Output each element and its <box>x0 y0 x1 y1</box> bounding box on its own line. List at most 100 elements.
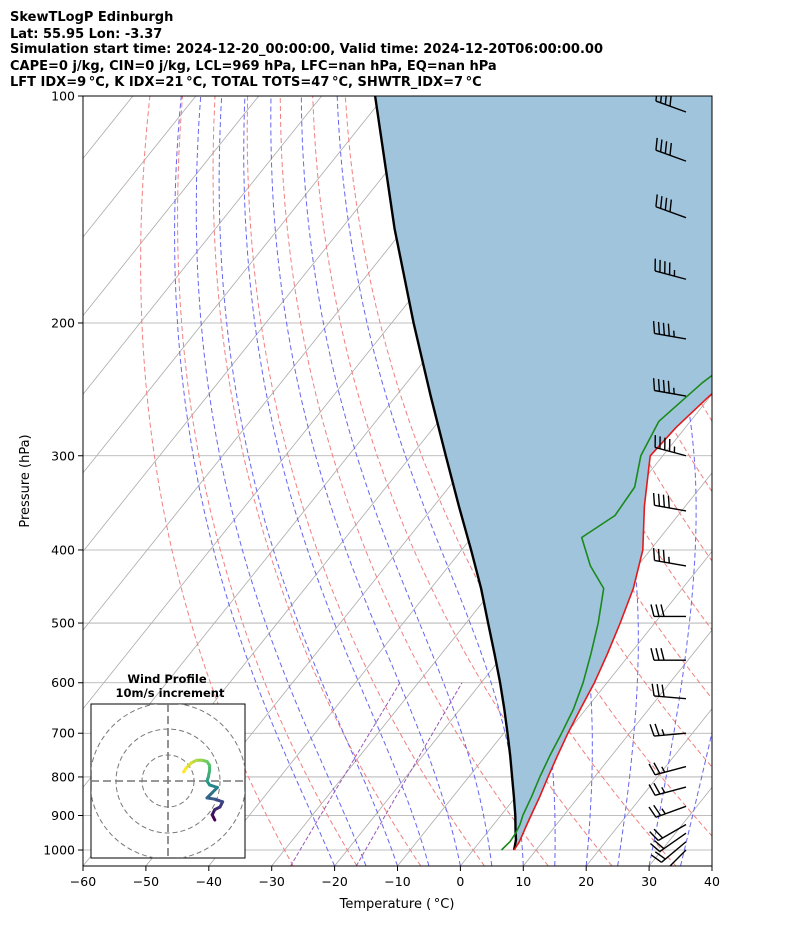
wind-barb <box>652 547 687 567</box>
mixing-ratio-line <box>355 682 463 866</box>
y-tick-label: 500 <box>51 616 75 631</box>
inset-title: Wind Profile <box>127 672 207 686</box>
x-tick: −60 <box>70 866 96 889</box>
dry-adiabat <box>702 96 712 120</box>
dry-adiabat <box>409 96 712 768</box>
x-tick: 0 <box>456 866 464 889</box>
wind-barb <box>651 841 687 863</box>
x-tick-label: −60 <box>70 874 96 889</box>
x-tick: −20 <box>321 866 348 889</box>
x-tick: 30 <box>641 866 657 889</box>
moist-adiabat <box>270 96 461 866</box>
isotherm <box>83 96 260 317</box>
moist-adiabat <box>336 96 524 866</box>
x-axis-ticks: −60 −50 −40 −30 −20 −10 0 10 20 30 40 <box>70 866 720 889</box>
cape-cin-area <box>375 96 712 850</box>
wind-barb <box>649 723 687 737</box>
x-tick: −50 <box>133 866 159 889</box>
x-axis-label: Temperature ( °C) <box>339 897 455 912</box>
y-tick-label: 800 <box>51 769 75 784</box>
x-tick: 40 <box>704 866 720 889</box>
dry-adiabat <box>279 96 549 866</box>
wind-barb <box>651 683 687 700</box>
hodograph <box>91 704 245 858</box>
isotherm <box>83 96 385 474</box>
wind-barb <box>654 435 687 457</box>
wind-barb <box>649 823 687 842</box>
header-title: SkewTLogP Edinburgh <box>10 10 173 25</box>
y-tick: 400 <box>51 542 83 557</box>
x-tick: −10 <box>384 866 411 889</box>
x-tick-label: −10 <box>384 874 410 889</box>
wind-barb <box>649 832 687 853</box>
x-tick-label: −40 <box>196 874 222 889</box>
x-tick-label: −20 <box>321 874 347 889</box>
y-tick-label: 200 <box>51 315 75 330</box>
y-tick: 500 <box>51 616 83 631</box>
mixing-ratio-lines <box>290 682 463 866</box>
y-tick-label: 100 <box>51 89 75 104</box>
y-axis-ticks: 1000 900 800 700 600 500 400 300 200 100 <box>43 89 83 858</box>
isotherm <box>585 708 712 866</box>
moist-adiabat <box>300 96 493 866</box>
dewpoint-line <box>500 374 712 851</box>
dry-adiabat <box>246 96 485 866</box>
x-tick-label: −30 <box>259 874 285 889</box>
x-tick-label: 40 <box>704 874 720 889</box>
dry-adiabat <box>344 96 677 866</box>
header-cape: CAPE=0 j/kg, CIN=0 j/kg, LCL=969 hPa, LF… <box>10 59 497 74</box>
x-tick: −30 <box>259 866 285 889</box>
hodograph-segment <box>182 766 188 774</box>
temperature-line <box>513 392 712 851</box>
profile-series <box>373 96 712 851</box>
y-tick: 700 <box>51 726 83 741</box>
y-tick-label: 300 <box>51 448 75 463</box>
chart-header: SkewTLogP Edinburgh Lat: 55.95 Lon: -3.3… <box>10 10 603 90</box>
wind-barbs <box>648 96 687 866</box>
wind-barb <box>650 647 686 661</box>
wind-barb <box>648 804 687 818</box>
wind-barb <box>652 378 687 397</box>
y-tick: 200 <box>51 315 83 330</box>
isotherm <box>522 629 712 866</box>
dry-adiabat <box>769 96 794 866</box>
moist-adiabat <box>174 96 336 866</box>
x-tick-label: 30 <box>641 874 657 889</box>
isotherm <box>83 96 322 395</box>
dry-adiabat <box>212 96 422 866</box>
isotherm <box>83 96 197 238</box>
moist-adiabat <box>711 863 712 866</box>
wind-barb <box>652 492 687 512</box>
y-tick: 300 <box>51 448 83 463</box>
dry-adiabat <box>736 96 794 866</box>
dry-adiabat <box>140 96 294 866</box>
wind-barb <box>654 258 687 280</box>
x-tick-label: 0 <box>456 874 464 889</box>
inset-subtitle: 10m/s increment <box>116 686 225 700</box>
isotherm <box>83 96 448 553</box>
y-tick: 600 <box>51 675 83 690</box>
x-tick-label: −50 <box>133 874 159 889</box>
wind-barb <box>655 96 687 113</box>
y-tick-label: 1000 <box>43 843 75 858</box>
x-tick: 10 <box>515 866 531 889</box>
y-tick: 1000 <box>43 843 83 858</box>
y-tick-label: 900 <box>51 808 75 823</box>
dry-adiabat <box>572 96 712 423</box>
dry-adiabat <box>177 96 358 866</box>
header-times: Simulation start time: 2024-12-20_00:00:… <box>10 42 603 57</box>
y-axis-label: Pressure (hPa) <box>18 434 33 527</box>
mixing-ratio-line <box>290 682 401 866</box>
plot-area <box>83 96 794 866</box>
y-tick-label: 600 <box>51 675 75 690</box>
cape-shading <box>375 96 712 850</box>
header-indices: LFT IDX=9 °C, K IDX=21 °C, TOTAL TOTS=47… <box>10 75 482 90</box>
wind-barb <box>655 194 687 219</box>
moist-adiabat <box>597 96 697 866</box>
wind-barb <box>652 849 687 866</box>
wind-barb <box>650 604 686 618</box>
x-tick-label: 10 <box>515 874 531 889</box>
x-tick: 20 <box>578 866 594 889</box>
y-tick-label: 400 <box>51 542 75 557</box>
